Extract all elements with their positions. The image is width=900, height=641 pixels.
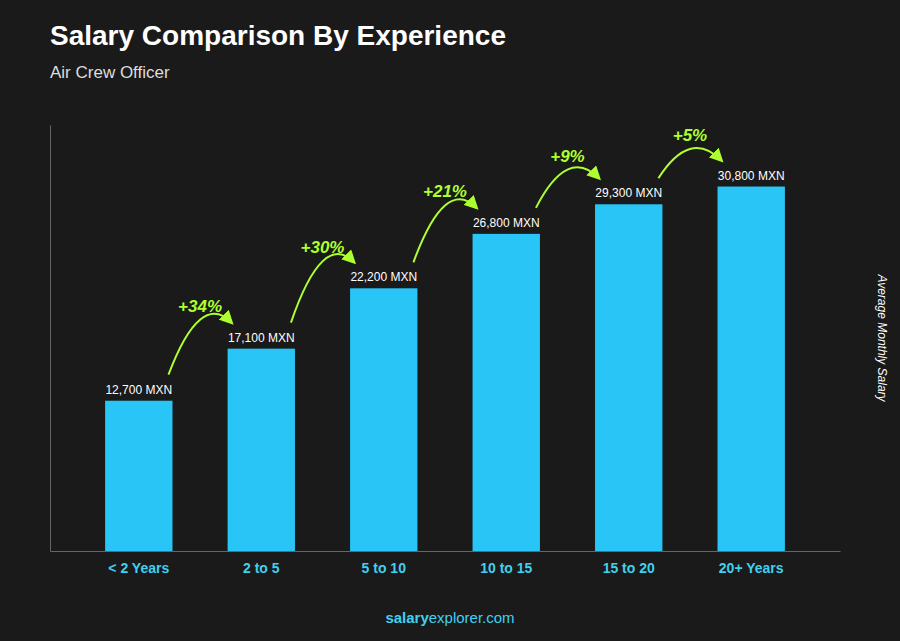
change-arrow xyxy=(536,167,599,208)
plot: < 2 Years 2 to 5 5 to 10 10 to 15 15 to 20 20… xyxy=(51,126,841,576)
title: Salary Comparison By Experience xyxy=(50,20,506,51)
bars xyxy=(105,187,785,551)
bar xyxy=(228,349,295,551)
y-axis-line xyxy=(50,126,51,552)
x-tick: < 2 Years xyxy=(108,551,169,576)
change-label: +5% xyxy=(673,126,708,145)
x-tick-label: 20+ Years xyxy=(719,560,784,576)
change-label: +9% xyxy=(550,147,585,166)
x-tick: 5 to 10 xyxy=(362,551,407,576)
x-tick: 15 to 20 xyxy=(603,551,655,576)
bar xyxy=(473,234,540,551)
x-tick-label: 5 to 10 xyxy=(362,560,407,576)
data-label: 29,300 MXN xyxy=(595,186,662,200)
change-arrow xyxy=(658,148,721,178)
x-axis: < 2 Years 2 to 5 5 to 10 10 to 15 15 to 20 20… xyxy=(51,551,841,576)
change-label: +30% xyxy=(301,238,345,257)
x-tick-label: 2 to 5 xyxy=(243,560,280,576)
data-label: 26,800 MXN xyxy=(473,216,540,230)
change-arrow xyxy=(413,199,476,262)
x-tick-label: < 2 Years xyxy=(108,560,169,576)
data-label: 17,100 MXN xyxy=(228,331,295,345)
y-axis-title: Average Monthly Salary xyxy=(875,273,889,402)
bar xyxy=(718,187,785,551)
x-tick-label: 10 to 15 xyxy=(480,560,532,576)
y-axis xyxy=(50,126,51,552)
bar xyxy=(350,288,417,551)
change-label: +21% xyxy=(423,182,467,201)
annotations: +34% +30% +21% +9% +5% xyxy=(168,126,721,375)
footer: salaryexplorer.com xyxy=(385,609,514,626)
background xyxy=(0,0,900,641)
data-label: 30,800 MXN xyxy=(718,169,785,183)
chart: Salary Comparison By Experience Air Crew … xyxy=(0,0,900,641)
change-arrow xyxy=(168,314,231,375)
x-tick-label: 15 to 20 xyxy=(603,560,655,576)
data-labels: 12,700 MXN 17,100 MXN 22,200 MXN 26,800 MXN… xyxy=(105,169,784,397)
x-tick: 2 to 5 xyxy=(243,551,280,576)
data-label: 22,200 MXN xyxy=(350,270,417,284)
x-tick: 10 to 15 xyxy=(480,551,532,576)
x-axis-line xyxy=(51,551,841,552)
bar xyxy=(105,401,172,551)
footer-part: salary xyxy=(385,609,429,626)
bar xyxy=(595,204,662,551)
footer-part: explorer.com xyxy=(429,609,515,626)
data-label: 12,700 MXN xyxy=(105,383,172,397)
x-tick: 20+ Years xyxy=(719,551,784,576)
change-arrow xyxy=(291,254,354,323)
change-label: +34% xyxy=(178,297,222,316)
subtitle: Air Crew Officer xyxy=(50,63,170,82)
